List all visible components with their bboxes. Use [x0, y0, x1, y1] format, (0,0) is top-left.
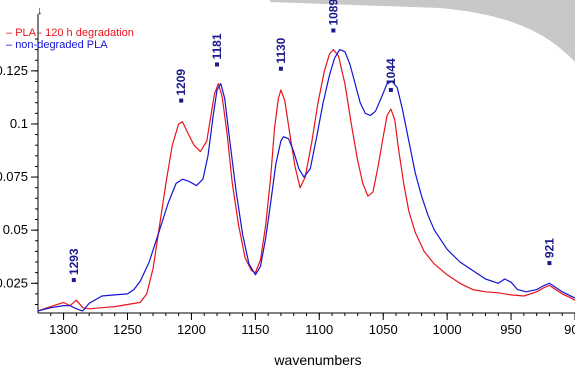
peak-marker	[215, 62, 219, 67]
peak-label: 921	[542, 238, 556, 258]
peak-marker	[388, 87, 393, 92]
x-tick-label: 1200	[177, 322, 206, 337]
legend-entry: – non-degraded PLA	[6, 39, 108, 51]
peak-marker	[278, 66, 283, 71]
legend-label: non-degraded PLA	[15, 39, 108, 51]
y-tick-label: 0.075	[0, 169, 28, 184]
peak-marker	[547, 261, 552, 266]
x-tick-label: 1250	[113, 322, 142, 337]
peak-label: 1130	[274, 37, 288, 63]
legend-entry: – PLA - 120 h degradation	[6, 27, 134, 39]
peak-marker	[331, 28, 336, 33]
peak-label: 1044	[384, 58, 398, 85]
legend-label: PLA - 120 h degradation	[15, 27, 134, 39]
legend-swatch: –	[6, 39, 15, 51]
legend-swatch: –	[6, 27, 15, 39]
series-line-degraded	[37, 49, 575, 312]
y-tick-label: 0.05	[3, 222, 28, 237]
peak-label: 1181	[210, 33, 224, 59]
x-tick-label: 950	[500, 322, 522, 337]
peak-label: 1089	[326, 0, 340, 26]
header-band	[270, 0, 575, 62]
y-tick-label: 0.1	[10, 116, 28, 131]
peak-marker	[71, 278, 76, 283]
x-axis-title: wavenumbers	[273, 352, 361, 368]
y-tick-label: 0.125	[0, 63, 28, 78]
x-tick-label: 1000	[433, 322, 462, 337]
x-tick-label: 900	[564, 322, 575, 337]
x-tick-label: 1150	[241, 322, 269, 337]
peak-marker	[179, 98, 184, 103]
peak-label: 1209	[174, 69, 188, 96]
x-tick-label: 1100	[305, 322, 333, 337]
corner-mark-icon: ↓	[37, 5, 43, 17]
series-line-non-degraded	[37, 49, 575, 312]
y-tick-label: 0.025	[0, 275, 28, 290]
x-tick-label: 1050	[369, 322, 398, 337]
x-tick-label: 1300	[49, 322, 78, 337]
peak-label: 1293	[67, 248, 81, 275]
